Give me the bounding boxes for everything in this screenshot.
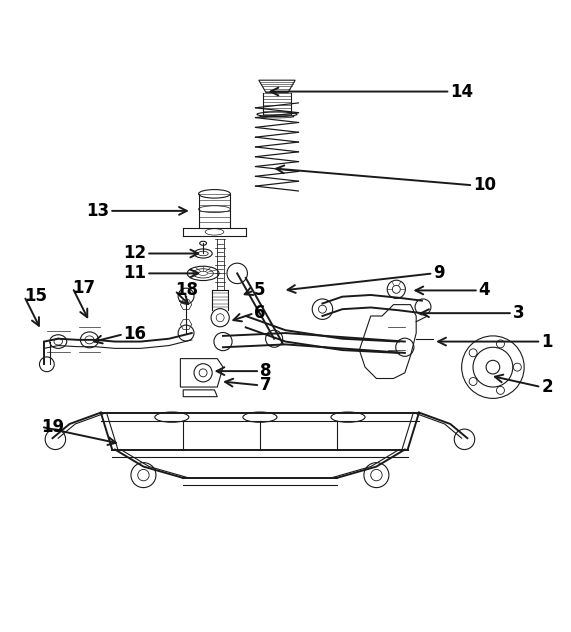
Text: 7: 7 xyxy=(260,376,272,394)
Text: 1: 1 xyxy=(541,332,553,351)
Text: 19: 19 xyxy=(41,418,65,436)
Text: 18: 18 xyxy=(175,281,198,300)
Text: 17: 17 xyxy=(73,279,95,296)
Text: 2: 2 xyxy=(541,378,553,396)
Text: 9: 9 xyxy=(433,264,445,283)
Text: 8: 8 xyxy=(260,362,271,380)
Text: 3: 3 xyxy=(513,304,524,322)
Text: 12: 12 xyxy=(123,245,146,262)
Text: 6: 6 xyxy=(254,304,266,322)
Text: 15: 15 xyxy=(24,287,47,305)
Text: 14: 14 xyxy=(451,83,473,100)
Text: 4: 4 xyxy=(478,281,490,300)
Text: 10: 10 xyxy=(473,176,496,194)
Text: 16: 16 xyxy=(123,325,147,343)
Text: 13: 13 xyxy=(86,202,110,220)
Text: 5: 5 xyxy=(254,281,266,300)
Text: 11: 11 xyxy=(123,264,146,283)
